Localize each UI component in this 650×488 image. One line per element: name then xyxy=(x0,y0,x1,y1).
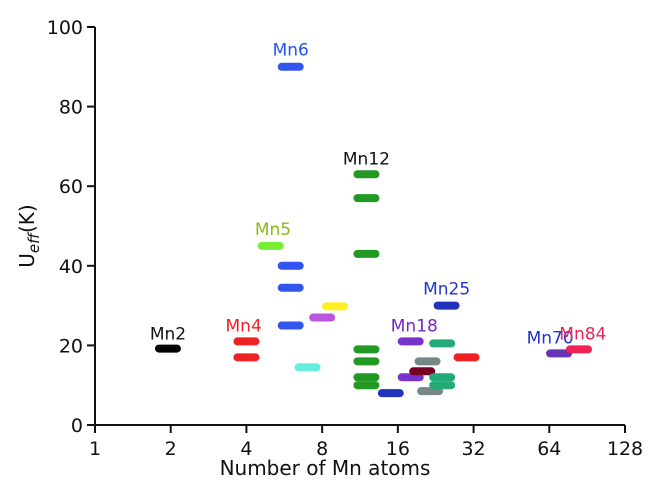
x-axis-title: Number of Mn atoms xyxy=(220,456,431,480)
cluster-label: Mn5 xyxy=(255,220,291,240)
y-tick-label: 0 xyxy=(71,415,83,437)
cluster-label: Mn70 xyxy=(527,328,574,348)
cluster-label: Mn84 xyxy=(559,324,606,344)
x-tick-label: 32 xyxy=(461,438,485,460)
x-tick-label: 8 xyxy=(316,438,328,460)
y-axis-title: Ueff(K) xyxy=(15,204,43,267)
y-tick-label: 60 xyxy=(59,176,83,198)
cluster-label: Mn18 xyxy=(391,316,438,336)
chart-marks xyxy=(154,62,592,398)
x-tick-label: 4 xyxy=(240,438,252,460)
x-tick-label: 2 xyxy=(165,438,177,460)
cluster-label: Mn4 xyxy=(226,316,262,336)
cluster-label: Mn12 xyxy=(343,149,390,169)
y-axis-title-subscript: eff xyxy=(25,231,43,253)
cluster-label: Mn6 xyxy=(273,41,309,61)
cluster-label: Mn2 xyxy=(150,324,186,344)
x-tick-label: 128 xyxy=(607,438,643,460)
y-axis-title-main: U xyxy=(15,253,39,268)
x-tick-label: 16 xyxy=(386,438,410,460)
y-axis-title-unit: (K) xyxy=(15,204,39,233)
y-tick-label: 20 xyxy=(59,335,83,357)
y-tick-label: 40 xyxy=(59,256,83,278)
chart-axes: 1 2 4 8 16 32 64 128 0 20 40 60 80 100 xyxy=(47,17,643,460)
y-tick-label: 100 xyxy=(47,17,83,39)
x-tick-label: 64 xyxy=(537,438,561,460)
y-tick-label: 80 xyxy=(59,97,83,119)
cluster-label: Mn25 xyxy=(423,279,470,299)
x-tick-label: 1 xyxy=(89,438,101,460)
